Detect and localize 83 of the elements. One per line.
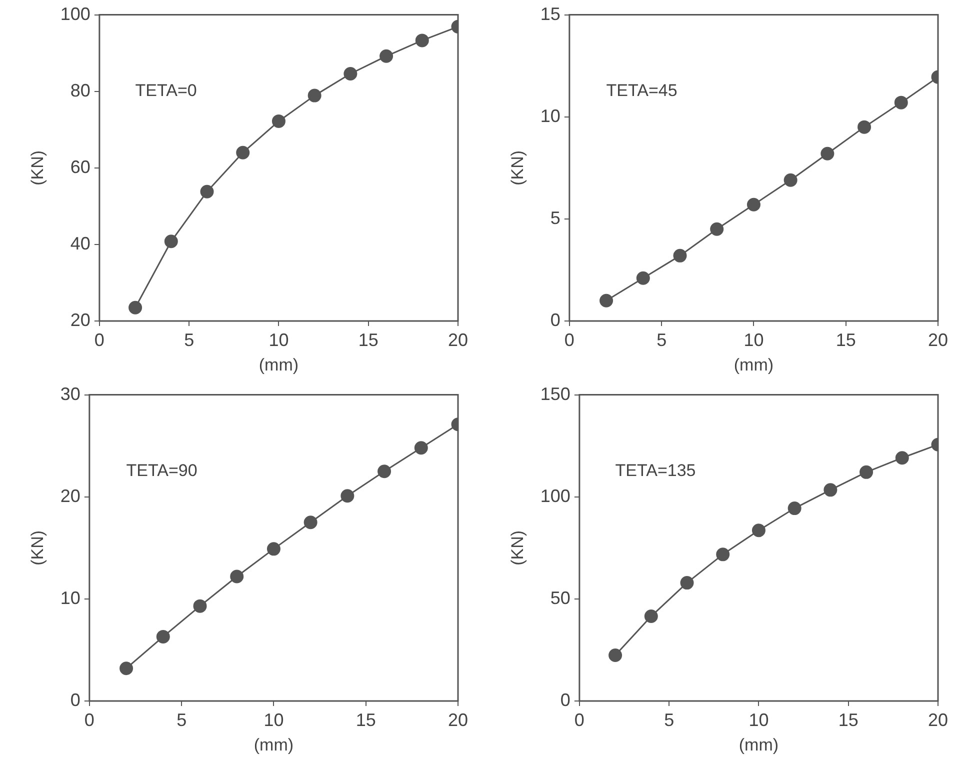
y-tick-label: 80 (70, 80, 90, 100)
point (193, 599, 207, 613)
y-axis-title: (KN) (28, 530, 47, 566)
point (858, 120, 872, 134)
point (752, 524, 766, 538)
point (304, 516, 318, 530)
y-tick-label: 30 (60, 384, 80, 404)
y-tick-label: 15 (540, 4, 560, 24)
x-tick-label: 5 (664, 710, 674, 730)
x-tick-label: 15 (356, 710, 376, 730)
y-tick-label: 0 (550, 310, 560, 330)
y-tick-label: 100 (540, 486, 570, 506)
point (378, 464, 392, 478)
y-axis-title: (KN) (28, 150, 47, 186)
point (824, 483, 838, 497)
point (600, 294, 614, 308)
point (200, 184, 214, 198)
x-axis-title: (mm) (258, 355, 299, 374)
x-tick-label: 20 (928, 710, 948, 730)
point (344, 66, 358, 80)
y-tick-label: 50 (550, 588, 570, 608)
point (236, 146, 250, 160)
point (608, 648, 622, 662)
point (716, 548, 730, 562)
x-tick-label: 0 (574, 710, 584, 730)
x-tick-label: 10 (748, 710, 769, 730)
y-tick-label: 0 (70, 690, 80, 710)
y-tick-label: 5 (550, 208, 560, 228)
y-axis-title: (KN) (508, 530, 527, 566)
x-tick-label: 5 (656, 330, 667, 350)
point (860, 465, 874, 479)
y-tick-label: 20 (60, 486, 80, 506)
point (644, 610, 658, 624)
y-axis-title: (KN) (508, 150, 527, 186)
y-tick-label: 20 (70, 310, 90, 330)
x-axis-title: (mm) (254, 735, 294, 754)
x-axis-title: (mm) (738, 735, 779, 754)
point (120, 662, 134, 676)
point (820, 146, 834, 160)
point (784, 173, 798, 187)
point (414, 441, 428, 455)
point (266, 542, 280, 556)
x-tick-label: 15 (358, 330, 378, 350)
annotation: TETA=0 (135, 81, 197, 100)
y-tick-label: 60 (70, 156, 90, 177)
point (128, 300, 142, 314)
annotation: TETA=45 (606, 81, 678, 100)
point (680, 576, 694, 590)
x-tick-label: 10 (744, 330, 764, 350)
point (164, 234, 178, 248)
point (710, 222, 724, 236)
point (230, 570, 244, 584)
point (272, 114, 286, 128)
annotation: TETA=135 (615, 461, 696, 480)
x-tick-label: 20 (448, 710, 468, 730)
y-tick-label: 0 (560, 690, 570, 710)
point (746, 198, 760, 212)
y-tick-label: 150 (540, 384, 570, 404)
x-tick-label: 10 (268, 330, 289, 350)
point (308, 88, 322, 102)
x-tick-label: 15 (836, 330, 856, 350)
point (673, 248, 687, 262)
point (156, 630, 170, 644)
x-tick-label: 10 (264, 710, 284, 730)
y-tick-label: 40 (70, 233, 90, 254)
x-tick-label: 20 (928, 330, 948, 350)
x-tick-label: 5 (176, 710, 187, 730)
x-tick-label: 5 (184, 330, 194, 350)
x-tick-label: 15 (838, 710, 858, 730)
x-tick-label: 0 (94, 330, 104, 350)
y-tick-label: 100 (60, 4, 90, 24)
point (340, 489, 354, 503)
point (895, 451, 909, 465)
point (788, 502, 802, 516)
point (415, 34, 429, 48)
x-tick-label: 20 (448, 330, 468, 350)
y-tick-label: 10 (540, 106, 560, 126)
point (380, 49, 394, 63)
point (894, 96, 908, 110)
point (636, 271, 650, 285)
x-axis-title: (mm) (734, 355, 774, 374)
y-tick-label: 10 (60, 588, 80, 608)
annotation: TETA=90 (126, 461, 198, 480)
